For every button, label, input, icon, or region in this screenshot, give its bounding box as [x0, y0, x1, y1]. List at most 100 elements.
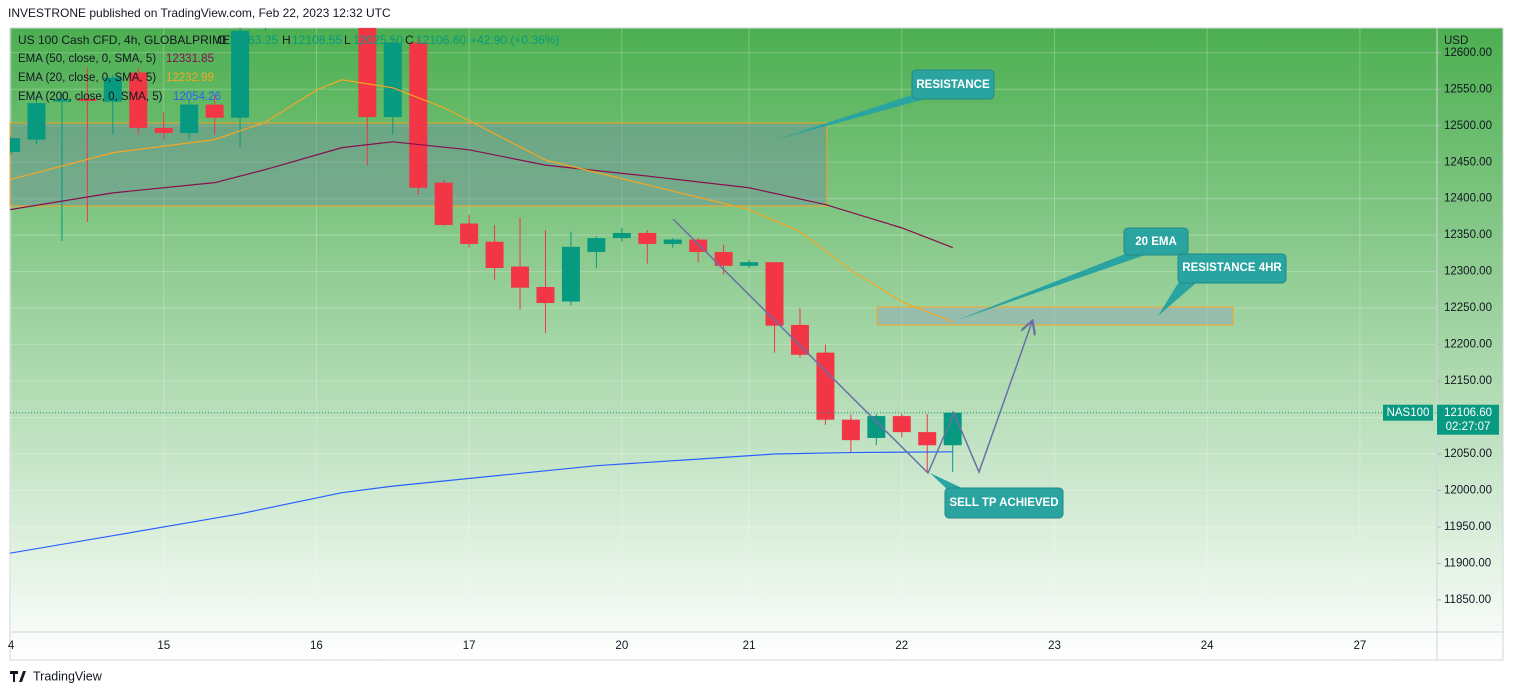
- callout-box: [1123, 227, 1189, 256]
- callout-pointer: [775, 95, 925, 140]
- legend-line-value: 12232.99: [166, 72, 214, 84]
- candle-body: [434, 182, 453, 225]
- legend: US 100 Cash CFD, 4h, GLOBALPRIME O 12063…: [18, 33, 559, 47]
- candle-body: [103, 77, 122, 102]
- legend-symbol: US 100 Cash CFD, 4h, GLOBALPRIME: [18, 33, 230, 47]
- candle-body: [638, 232, 657, 244]
- candles: [10, 20, 962, 473]
- candle-body: [485, 241, 504, 268]
- y-tick-label: 12400.00: [1444, 193, 1492, 205]
- legend-line-name: EMA (200, close, 0, SMA, 5): [18, 91, 163, 103]
- legend-line-value: 12054.26: [173, 91, 221, 103]
- legend-value: 12108.55: [292, 33, 342, 47]
- candle-body: [816, 352, 835, 420]
- candle-body: [460, 223, 479, 244]
- candle-body: [587, 238, 606, 252]
- publisher-header: INVESTRONE published on TradingView.com,…: [8, 6, 391, 20]
- legend-value: 12025.50: [353, 33, 403, 47]
- legend-key: L: [344, 33, 351, 47]
- callout-text: RESISTANCE: [916, 79, 990, 91]
- x-tick-label: 4: [8, 640, 15, 652]
- grid: [10, 28, 1437, 632]
- candle-body: [129, 72, 148, 128]
- y-tick-label: 12250.00: [1444, 302, 1492, 314]
- legend-key: H: [282, 33, 291, 47]
- ema-lines: [10, 79, 953, 554]
- y-tick-label: 12600.00: [1444, 47, 1492, 59]
- y-tick-label: 12150.00: [1444, 375, 1492, 387]
- candle-body: [205, 104, 224, 118]
- chart-background: [9, 27, 1504, 661]
- callout-box: [1177, 253, 1287, 284]
- axes: USD 11850.00 11900.00 11950.00 12000.00 1205…: [8, 35, 1492, 652]
- x-tick-label: 27: [1353, 640, 1366, 652]
- y-tick-label: 11850.00: [1444, 594, 1491, 606]
- legend-key: C: [405, 33, 414, 47]
- callout-box: [944, 487, 1064, 519]
- ema-line: [10, 79, 953, 323]
- symbol-label: NAS100: [1387, 407, 1430, 419]
- price-label-bg: [1437, 404, 1499, 435]
- candle-body: [231, 30, 250, 118]
- y-tick-label: 12350.00: [1444, 229, 1492, 241]
- candle-body: [790, 324, 809, 355]
- callout-text: 20 EMA: [1135, 236, 1177, 248]
- callout-pointer: [930, 473, 962, 490]
- x-tick-label: 23: [1048, 640, 1061, 652]
- candle-body: [180, 104, 199, 134]
- legend-value: 12063.25: [228, 33, 278, 47]
- price-label: 12106.60: [1444, 407, 1492, 419]
- x-tick-label: 17: [463, 640, 476, 652]
- candle-body: [409, 42, 428, 188]
- x-tick-label: 16: [310, 640, 323, 652]
- footer-text: TradingView: [33, 669, 103, 683]
- legend-line-name: EMA (50, close, 0, SMA, 5): [18, 53, 156, 65]
- candle-body: [511, 266, 530, 288]
- x-tick-label: 24: [1201, 640, 1214, 652]
- callout-pointer: [955, 252, 1145, 321]
- candle-body: [612, 232, 631, 239]
- countdown-label: 02:27:07: [1446, 421, 1491, 433]
- y-tick-label: 11950.00: [1444, 521, 1491, 533]
- candle-body: [765, 262, 784, 326]
- x-tick-label: 20: [615, 640, 628, 652]
- candle-body: [358, 28, 377, 117]
- legend-key: O: [217, 33, 226, 47]
- candle-body: [536, 286, 555, 304]
- x-tick-label: 21: [743, 640, 756, 652]
- candle-body: [663, 239, 682, 244]
- legend-line-name: EMA (20, close, 0, SMA, 5): [18, 72, 156, 84]
- y-tick-label: 12500.00: [1444, 120, 1492, 132]
- candle-body: [257, 20, 275, 24]
- callout-text: RESISTANCE 4HR: [1182, 262, 1282, 274]
- tradingview-logo: TradingView: [10, 669, 103, 683]
- ema-line: [10, 141, 953, 249]
- candle-body: [27, 103, 46, 140]
- y-tick-label: 12000.00: [1444, 485, 1492, 497]
- candle-body: [154, 127, 173, 134]
- symbol-label-bg: [1383, 404, 1433, 421]
- y-tick-label: 11900.00: [1444, 557, 1491, 569]
- ema-line: [10, 451, 953, 554]
- callout-box: [911, 69, 995, 100]
- candle-body: [383, 42, 402, 117]
- candle-body: [892, 416, 911, 433]
- y-axis-label: USD: [1444, 35, 1468, 47]
- callout-text: SELL TP ACHIEVED: [949, 497, 1058, 509]
- callout-pointer: [1158, 280, 1196, 316]
- y-tick-label: 12450.00: [1444, 156, 1492, 168]
- candle-body: [78, 98, 97, 101]
- legend-line-value: 12331.85: [166, 53, 214, 65]
- legend-value: 12106.60: [416, 33, 466, 47]
- y-tick-label: 12050.00: [1444, 448, 1492, 460]
- y-tick-label: 12550.00: [1444, 83, 1492, 95]
- legend-change: +42.90 (+0.36%): [470, 33, 559, 47]
- logo-icon: [10, 671, 26, 682]
- candle-body: [918, 432, 937, 446]
- candle-body: [561, 246, 580, 302]
- x-tick-label: 22: [895, 640, 908, 652]
- candle-body: [714, 251, 733, 266]
- candle-body: [52, 99, 71, 102]
- y-tick-label: 12300.00: [1444, 266, 1492, 278]
- y-tick-label: 12200.00: [1444, 339, 1492, 351]
